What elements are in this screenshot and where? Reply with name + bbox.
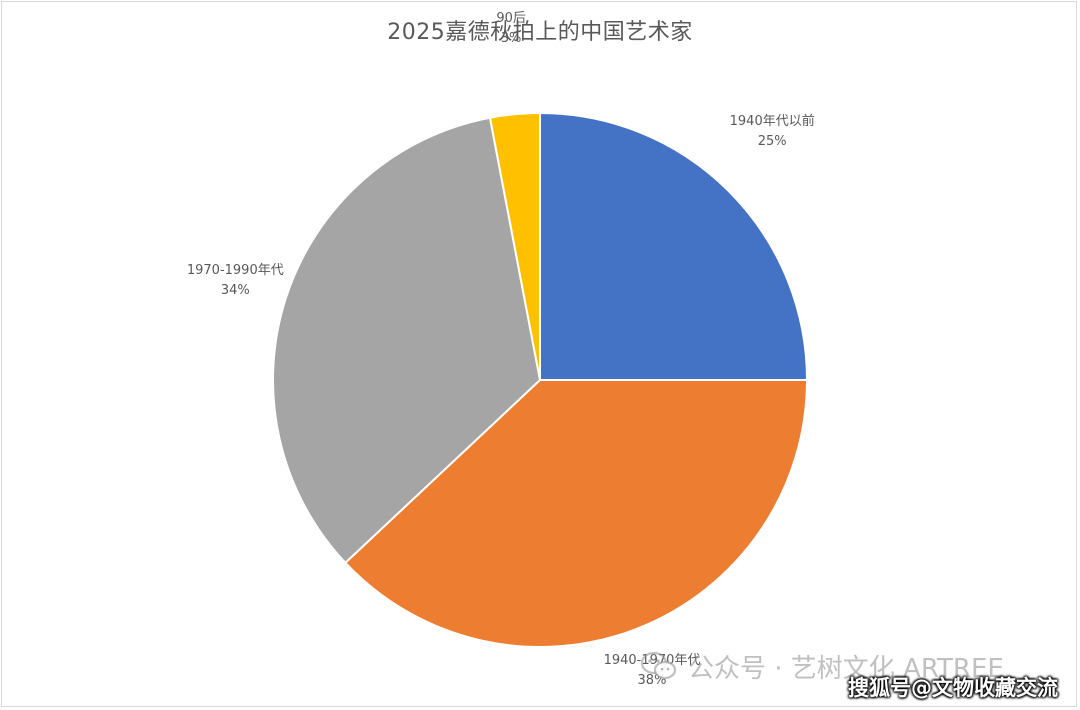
pie-slice-2	[272, 116, 542, 565]
slice-name-0: 1940年代以前	[729, 113, 815, 129]
slice-name-1: 1940-1970年代	[603, 653, 701, 668]
slice-label-2: 1970-1990年代 34%	[187, 261, 284, 301]
account-watermark: 公众号 · 艺树文化 ARTREE	[640, 645, 1004, 687]
slice-value-3: 3%	[500, 31, 522, 47]
account-watermark-text: 公众号 · 艺树文化 ARTREE	[688, 653, 1004, 684]
slice-value-2: 34%	[220, 283, 250, 298]
slice-name-3: 90后	[496, 11, 526, 27]
slice-label-1: 1940-1970年代 38%	[604, 651, 701, 691]
chart-title: 2025嘉德秋拍上的中国艺术家	[387, 20, 693, 45]
slice-value-0: 25%	[757, 133, 787, 149]
wechat-icon	[640, 651, 677, 680]
slice-name-2: 1970-1990年代	[186, 263, 284, 278]
slice-label-3: 90后 3%	[496, 9, 526, 49]
pie-slice-3	[488, 111, 541, 381]
slice-label-0: 1940年代以前 25%	[730, 112, 815, 152]
site-watermark: 搜狐号@文物收藏交流	[848, 676, 1058, 700]
pie-slice-1	[343, 379, 809, 648]
pie-slice-0	[539, 111, 809, 381]
